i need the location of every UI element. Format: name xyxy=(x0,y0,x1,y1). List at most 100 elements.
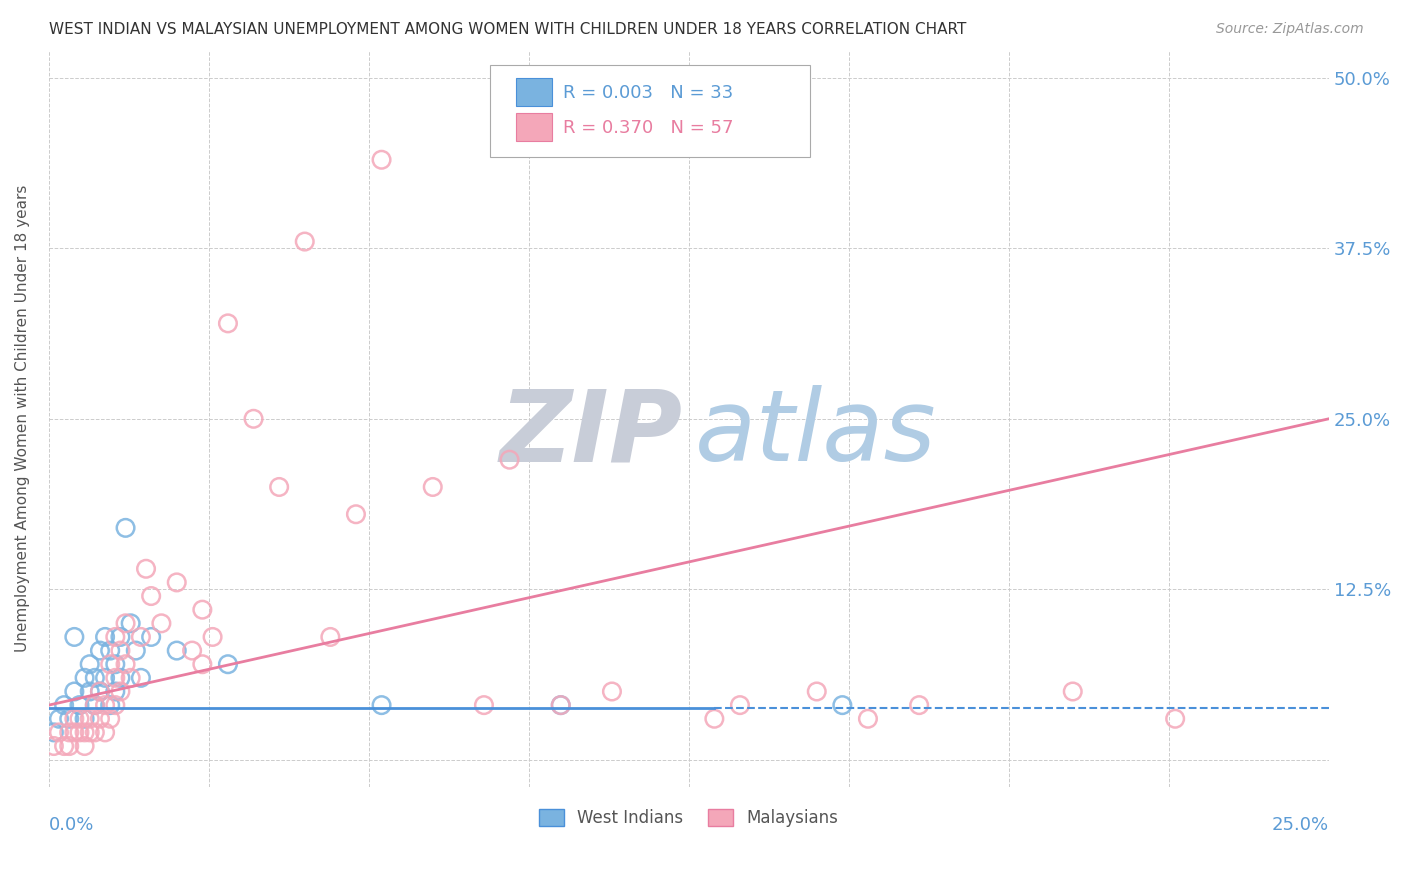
Point xyxy=(63,684,86,698)
Point xyxy=(141,589,163,603)
Point xyxy=(166,643,188,657)
Point xyxy=(98,643,121,657)
Point xyxy=(42,739,65,753)
Point xyxy=(53,739,76,753)
Point xyxy=(69,725,91,739)
Y-axis label: Unemployment Among Women with Children Under 18 years: Unemployment Among Women with Children U… xyxy=(15,186,30,652)
Point xyxy=(319,630,342,644)
Point xyxy=(191,602,214,616)
Point xyxy=(58,725,80,739)
Point xyxy=(79,712,101,726)
Point xyxy=(94,725,117,739)
Point xyxy=(600,684,623,698)
Point xyxy=(166,575,188,590)
Point xyxy=(129,630,152,644)
Point xyxy=(550,698,572,712)
Point xyxy=(79,657,101,672)
Point xyxy=(104,630,127,644)
Bar xyxy=(516,78,551,106)
Text: 25.0%: 25.0% xyxy=(1271,816,1329,834)
Point xyxy=(422,480,444,494)
Point xyxy=(135,562,157,576)
Point xyxy=(58,739,80,753)
Point xyxy=(703,712,725,726)
Point xyxy=(217,657,239,672)
Point xyxy=(83,671,105,685)
Point xyxy=(89,712,111,726)
Point xyxy=(806,684,828,698)
Point xyxy=(79,725,101,739)
Point xyxy=(110,643,132,657)
Point xyxy=(63,630,86,644)
Point xyxy=(114,521,136,535)
Text: Source: ZipAtlas.com: Source: ZipAtlas.com xyxy=(1216,22,1364,37)
Point xyxy=(1164,712,1187,726)
Point xyxy=(908,698,931,712)
Point xyxy=(856,712,879,726)
Text: atlas: atlas xyxy=(695,385,936,482)
Point xyxy=(129,671,152,685)
Point xyxy=(104,684,127,698)
Point xyxy=(89,684,111,698)
Point xyxy=(370,698,392,712)
Point xyxy=(181,643,204,657)
Point xyxy=(104,671,127,685)
Point xyxy=(294,235,316,249)
Point xyxy=(114,657,136,672)
Point xyxy=(69,712,91,726)
Point xyxy=(1062,684,1084,698)
Point xyxy=(73,671,96,685)
Point xyxy=(73,739,96,753)
Point xyxy=(831,698,853,712)
Point xyxy=(269,480,291,494)
Point xyxy=(141,630,163,644)
Point xyxy=(242,412,264,426)
Point xyxy=(98,698,121,712)
Point xyxy=(83,725,105,739)
Text: ZIP: ZIP xyxy=(499,385,682,482)
Point xyxy=(42,725,65,739)
Point xyxy=(110,630,132,644)
Point xyxy=(83,698,105,712)
Point xyxy=(58,712,80,726)
Text: WEST INDIAN VS MALAYSIAN UNEMPLOYMENT AMONG WOMEN WITH CHILDREN UNDER 18 YEARS C: WEST INDIAN VS MALAYSIAN UNEMPLOYMENT AM… xyxy=(49,22,966,37)
Point xyxy=(125,643,148,657)
Point xyxy=(94,630,117,644)
Point xyxy=(550,698,572,712)
Point xyxy=(63,712,86,726)
Text: R = 0.370   N = 57: R = 0.370 N = 57 xyxy=(564,119,734,137)
Point xyxy=(110,671,132,685)
Point xyxy=(728,698,751,712)
Point xyxy=(94,698,117,712)
Point xyxy=(114,616,136,631)
Point xyxy=(53,698,76,712)
Point xyxy=(98,712,121,726)
Point xyxy=(73,725,96,739)
Point xyxy=(48,725,70,739)
Bar xyxy=(516,113,551,141)
Point xyxy=(217,317,239,331)
Point xyxy=(344,508,367,522)
Point xyxy=(79,684,101,698)
Point xyxy=(498,452,520,467)
Point xyxy=(104,698,127,712)
Legend: West Indians, Malaysians: West Indians, Malaysians xyxy=(533,802,845,834)
Point xyxy=(98,657,121,672)
Point xyxy=(94,671,117,685)
Point xyxy=(69,698,91,712)
Point xyxy=(73,712,96,726)
Point xyxy=(89,643,111,657)
Point xyxy=(110,684,132,698)
Text: R = 0.003   N = 33: R = 0.003 N = 33 xyxy=(564,84,734,102)
Point xyxy=(48,712,70,726)
Point xyxy=(370,153,392,167)
Point xyxy=(191,657,214,672)
Point xyxy=(89,684,111,698)
Point xyxy=(201,630,224,644)
Point xyxy=(150,616,173,631)
Point xyxy=(63,725,86,739)
FancyBboxPatch shape xyxy=(491,65,810,157)
Text: 0.0%: 0.0% xyxy=(49,816,94,834)
Point xyxy=(120,616,142,631)
Point xyxy=(83,698,105,712)
